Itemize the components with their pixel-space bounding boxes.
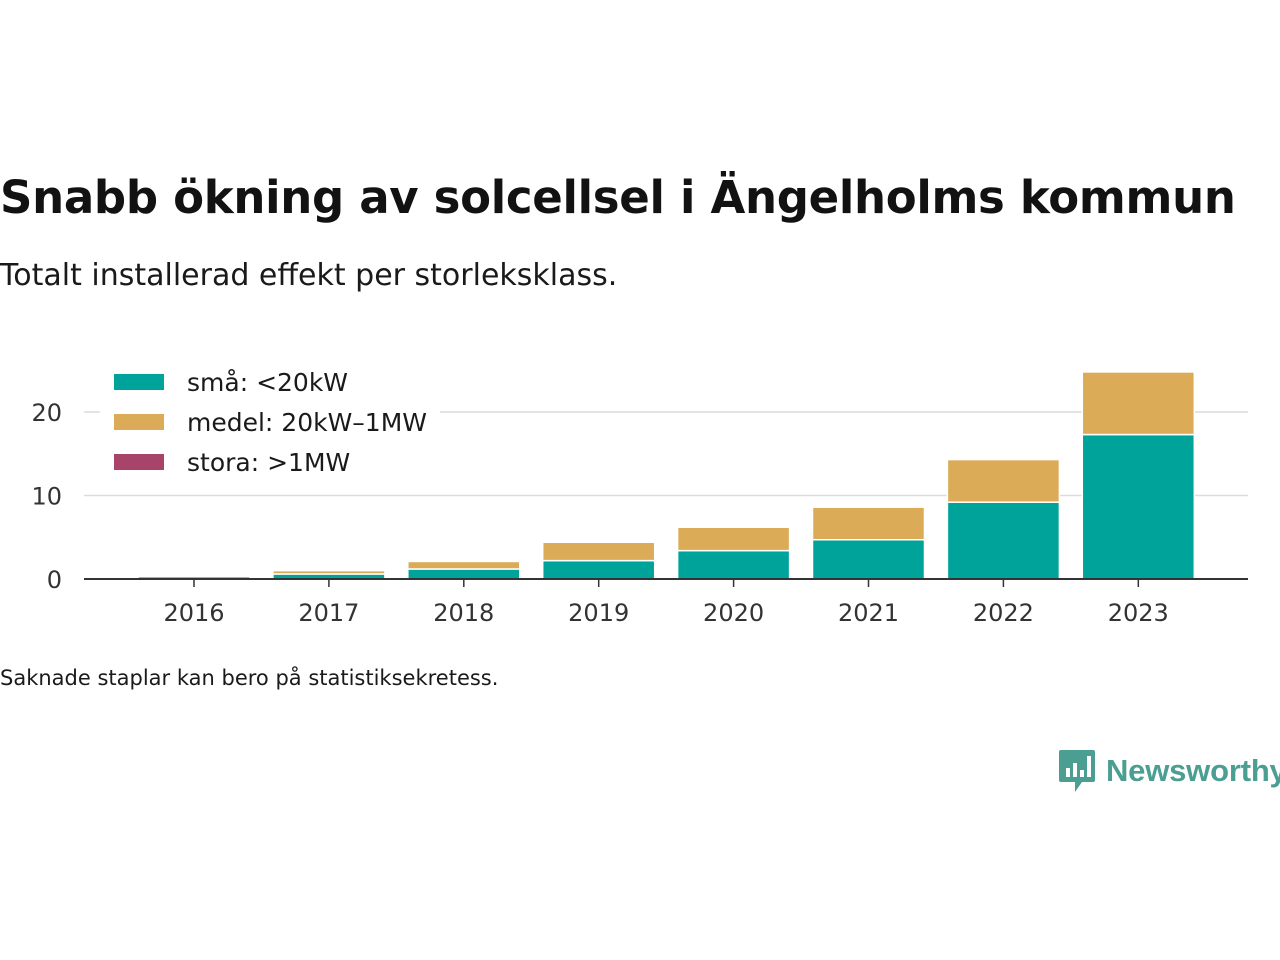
bars [137,371,1196,580]
legend: små: <20kW medel: 20kW–1MW stora: >1MW [100,360,440,486]
legend-swatch [114,414,164,430]
y-tick-label: 20 [31,399,62,427]
bar-segment [676,526,791,552]
bar-chart-speech-bubble-icon [1059,750,1095,792]
chart-subtitle: Totalt installerad effekt per storlekskl… [0,258,618,293]
footnote: Saknade staplar kan bero på statistiksek… [0,666,499,690]
bar-segment [946,458,1061,503]
stacked-bar-chart: 0 10 20 2016 2017 2018 2019 2020 2021 2022 2023 sm… [31,360,1248,627]
bar-segment [137,575,251,578]
axes: 0 10 20 2016 2017 2018 2019 2020 2021 2022 2023 [31,399,1248,627]
bar-segment [407,568,521,580]
legend-swatch [114,374,164,390]
x-tick-label: 2018 [433,599,494,627]
x-tick-label: 2017 [298,599,359,627]
bar-segment [1081,433,1196,580]
bar-segment [272,569,386,575]
y-tick-label: 10 [31,483,62,511]
bar-segment [811,506,926,541]
legend-swatch [114,454,164,470]
x-tick-label: 2023 [1108,599,1169,627]
y-tick-label: 0 [47,566,62,594]
bar-segment [1081,371,1196,436]
bar-segment [541,559,656,580]
bar-segment [811,539,926,580]
bar-segment [946,501,1061,580]
legend-label: små: <20kW [187,368,348,397]
legend-label: medel: 20kW–1MW [187,408,427,437]
bar-segment [541,541,656,562]
x-tick-label: 2019 [568,599,629,627]
x-tick-label: 2016 [163,599,224,627]
legend-label: stora: >1MW [187,448,350,477]
x-tick-label: 2022 [973,599,1034,627]
chart-title: Snabb ökning av solcellsel i Ängelholms … [0,171,1236,224]
bar-segment [676,549,791,580]
logo-text: Newsworthy [1106,753,1280,788]
bar-segment [407,560,521,570]
x-tick-label: 2021 [838,599,899,627]
newsworthy-logo: Newsworthy [1058,748,1280,794]
x-tick-label: 2020 [703,599,764,627]
